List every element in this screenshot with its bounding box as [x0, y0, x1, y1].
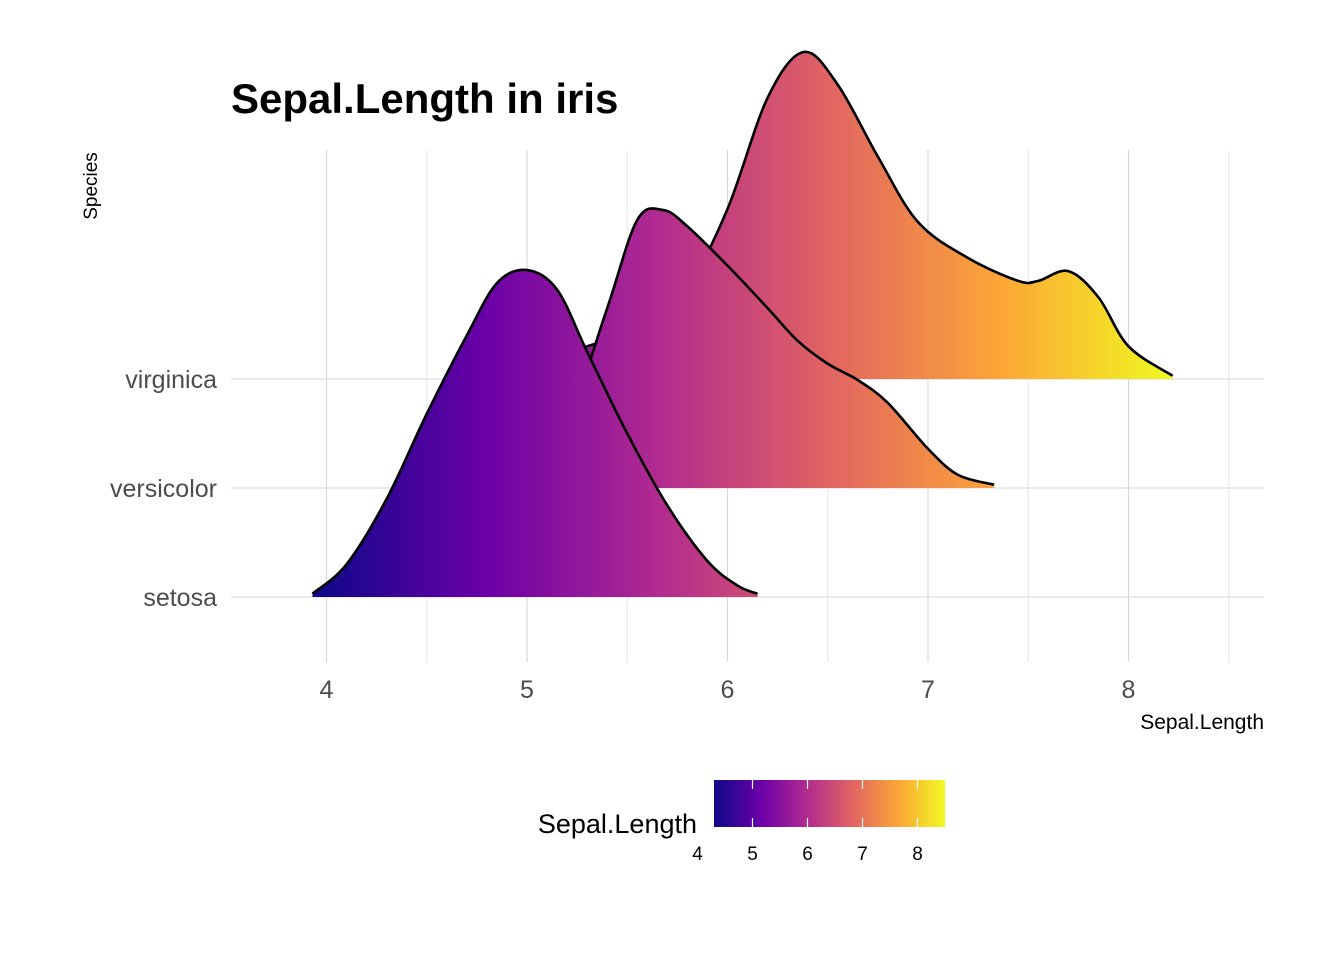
ridges	[311, 50, 1174, 597]
chart-title: Sepal.Length in iris	[231, 75, 618, 122]
y-tick-label: versicolor	[110, 475, 217, 503]
x-axis-label: Sepal.Length	[1140, 711, 1264, 734]
colorbar-tick-label: 8	[912, 844, 923, 865]
ridge-setosa	[311, 268, 759, 597]
colorbar-ticks: 4 5 6 7 8	[692, 780, 923, 865]
x-tick-label: 4	[320, 676, 334, 704]
colorbar-tick-label: 6	[802, 844, 813, 865]
x-tick-label: 5	[520, 676, 534, 704]
colorbar	[714, 780, 945, 827]
ridge-outline-setosa	[311, 268, 759, 595]
y-tick-label: virginica	[125, 366, 217, 394]
x-tick-label: 6	[721, 676, 735, 704]
legend-title: Sepal.Length	[538, 809, 697, 839]
ridge-outline-virginica	[446, 50, 1174, 378]
x-tick-labels: 4 5 6 7 8	[320, 676, 1136, 704]
x-tick-label: 8	[1122, 676, 1136, 704]
y-axis-label: Species	[81, 152, 102, 220]
colorbar-tick-label: 4	[692, 844, 703, 865]
colorbar-tick-label: 7	[857, 844, 868, 865]
ridge-fill-setosa	[312, 269, 758, 597]
y-tick-labels: setosa versicolor virginica	[110, 366, 217, 612]
x-tick-label: 7	[921, 676, 935, 704]
colorbar-tick-label: 5	[747, 844, 758, 865]
ridge-virginica	[446, 50, 1174, 379]
colorbar-legend: Sepal.Length 4 5 6 7 8	[538, 780, 945, 865]
ridge-fill-virginica	[446, 51, 1173, 379]
y-tick-label: setosa	[143, 584, 217, 612]
